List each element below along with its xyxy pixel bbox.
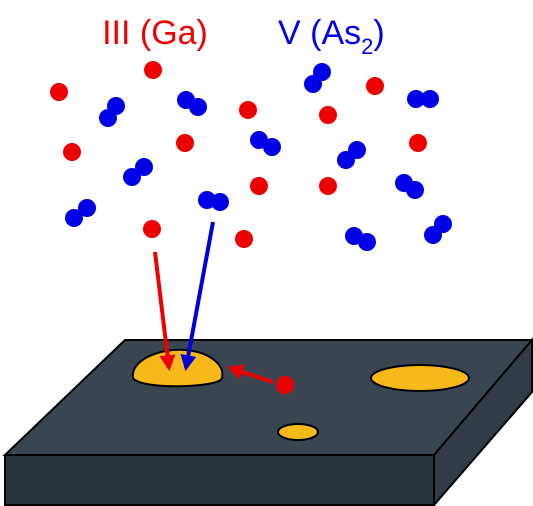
diagram: III (Ga) V (As2) <box>0 0 533 506</box>
as-label-end: ) <box>373 14 384 52</box>
as-label-sub: 2 <box>361 34 373 59</box>
ga-label: III (Ga) <box>102 14 208 52</box>
as2-molecules <box>65 63 452 251</box>
page: {"labels": { "group_iii": "III (Ga)", "g… <box>0 0 533 506</box>
substrate <box>5 340 532 505</box>
as-label-text: V (As <box>278 14 361 52</box>
as-label: V (As2) <box>278 14 385 59</box>
